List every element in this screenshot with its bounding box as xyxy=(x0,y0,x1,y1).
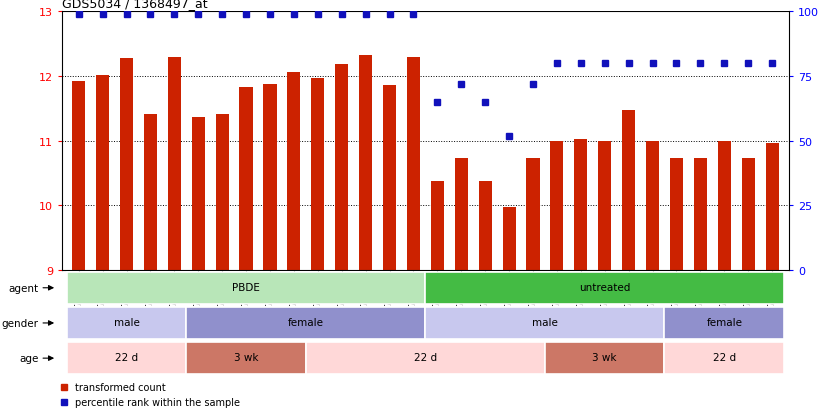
Bar xyxy=(187,342,306,374)
Bar xyxy=(425,272,784,304)
Bar xyxy=(216,115,229,271)
Bar xyxy=(718,142,731,271)
Text: female: female xyxy=(287,318,324,328)
Bar xyxy=(526,159,539,271)
Bar xyxy=(478,181,491,271)
Bar xyxy=(664,342,784,374)
Text: transformed count: transformed count xyxy=(75,382,166,392)
Text: female: female xyxy=(706,318,743,328)
Bar xyxy=(766,143,779,271)
Text: 22 d: 22 d xyxy=(115,353,138,363)
Bar xyxy=(646,142,659,271)
Text: male: male xyxy=(113,318,140,328)
Bar xyxy=(454,159,468,271)
Bar xyxy=(598,142,611,271)
Text: 3 wk: 3 wk xyxy=(234,353,259,363)
Bar xyxy=(545,342,664,374)
Bar xyxy=(574,140,587,271)
Bar xyxy=(425,307,664,339)
Bar xyxy=(168,57,181,271)
Bar xyxy=(431,181,444,271)
Bar xyxy=(742,159,755,271)
Bar xyxy=(96,76,109,271)
Bar xyxy=(670,159,683,271)
Bar xyxy=(550,142,563,271)
Bar xyxy=(263,85,277,271)
Bar xyxy=(311,79,325,271)
Text: age: age xyxy=(19,353,38,363)
Bar xyxy=(187,307,425,339)
Bar xyxy=(120,59,133,271)
Bar xyxy=(144,114,157,271)
Bar xyxy=(664,307,784,339)
Bar xyxy=(407,57,420,271)
Text: GDS5034 / 1368497_at: GDS5034 / 1368497_at xyxy=(62,0,207,10)
Text: male: male xyxy=(532,318,558,328)
Bar xyxy=(335,65,349,271)
Bar xyxy=(67,272,425,304)
Bar xyxy=(306,342,545,374)
Bar xyxy=(72,82,85,271)
Text: gender: gender xyxy=(2,318,38,328)
Bar xyxy=(622,111,635,271)
Bar xyxy=(694,159,707,271)
Text: 3 wk: 3 wk xyxy=(592,353,617,363)
Bar xyxy=(240,88,253,271)
Text: 22 d: 22 d xyxy=(713,353,736,363)
Bar xyxy=(502,208,515,271)
Bar xyxy=(359,56,373,271)
Bar xyxy=(67,307,187,339)
Text: untreated: untreated xyxy=(579,282,630,292)
Text: agent: agent xyxy=(8,283,38,293)
Text: 22 d: 22 d xyxy=(414,353,437,363)
Text: percentile rank within the sample: percentile rank within the sample xyxy=(75,397,240,407)
Bar xyxy=(287,72,301,271)
Bar xyxy=(67,342,187,374)
Bar xyxy=(192,118,205,271)
Bar xyxy=(383,86,396,271)
Text: PBDE: PBDE xyxy=(232,282,260,292)
